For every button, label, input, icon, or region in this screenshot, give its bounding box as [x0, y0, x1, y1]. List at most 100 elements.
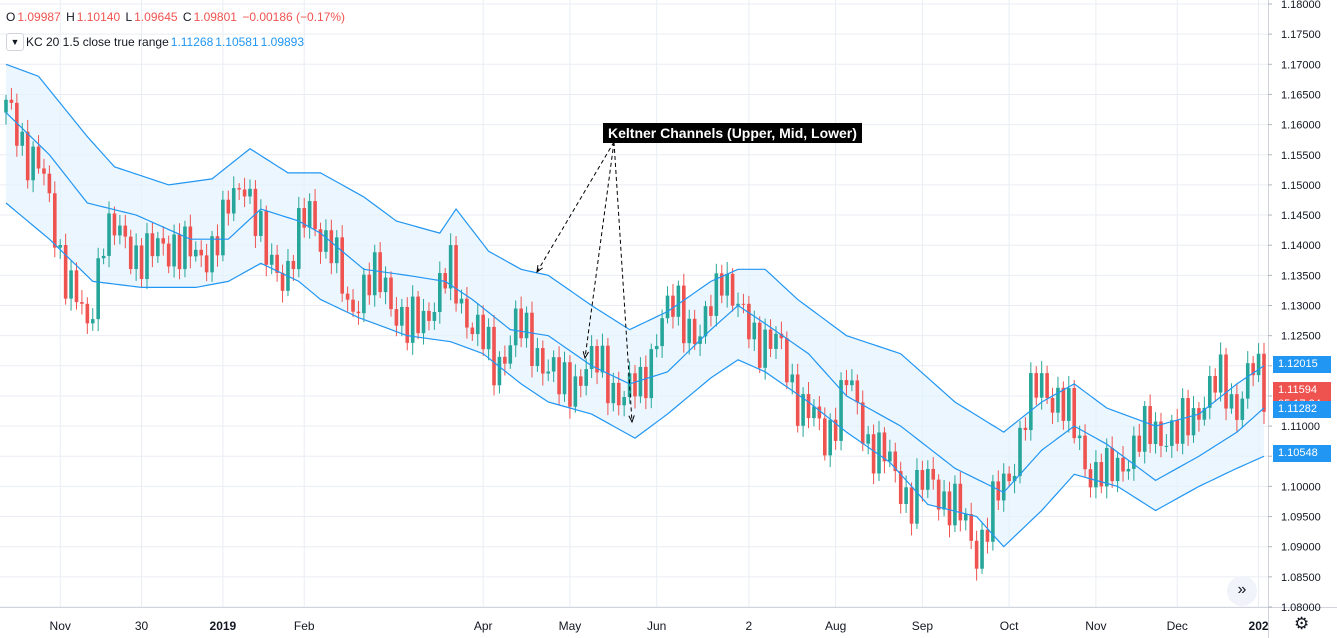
candle-body	[703, 306, 708, 337]
candle	[427, 302, 431, 331]
candle	[128, 229, 133, 275]
candle-body	[1256, 353, 1261, 376]
time-tick-label: May	[559, 619, 582, 633]
candle-body	[969, 514, 973, 541]
candle-body	[237, 188, 241, 190]
candle-body	[1132, 435, 1136, 469]
candle	[926, 460, 930, 498]
price-axis[interactable]: 1.18000 1.17500 1.17000 1.16500 1.16000 1.155…	[1268, 0, 1321, 614]
candle-body	[1142, 406, 1147, 452]
time-axis[interactable]: Nov 30 2019 Feb Apr May Jun 2 Aug Sep Oct Nov Dec 202	[50, 619, 1269, 633]
time-tick-label: Dec	[1167, 619, 1188, 633]
candle-body	[779, 333, 784, 339]
candle-body	[324, 230, 328, 252]
kc-upper-value: 1.11268	[170, 35, 214, 49]
candle-body	[383, 277, 388, 293]
candle-body	[1153, 421, 1158, 445]
indicator-legend: ▼ KC 20 1.5 close true range 1.11268 1.1…	[6, 33, 306, 51]
scroll-right-icon[interactable]: »	[1227, 576, 1257, 606]
candle	[1094, 450, 1098, 499]
candle-body	[860, 402, 865, 444]
candle	[953, 475, 957, 533]
candle-body	[871, 434, 876, 474]
candle-body	[80, 302, 84, 304]
candle-body	[795, 374, 800, 426]
candle	[1180, 388, 1185, 455]
candle	[644, 355, 648, 410]
candle-body	[1164, 445, 1169, 447]
candle-body	[692, 318, 697, 344]
candle-body	[1029, 373, 1033, 431]
candle	[568, 355, 572, 419]
candles	[4, 88, 1266, 581]
candle	[1029, 362, 1033, 441]
candle-body	[812, 406, 816, 419]
price-tick-label: 1.12500	[1281, 331, 1321, 343]
candle-body	[134, 245, 138, 270]
candle	[882, 427, 887, 474]
candle-body	[302, 208, 307, 228]
candle	[101, 248, 106, 265]
candle-body	[470, 327, 475, 335]
keltner-upper-line	[5, 63, 1265, 433]
candle	[25, 119, 30, 189]
close-key: C	[182, 10, 192, 24]
candle-body	[1045, 373, 1049, 399]
candle	[909, 482, 914, 536]
candle-body	[1213, 375, 1217, 393]
annotation-arrow	[584, 141, 615, 359]
candle	[844, 370, 849, 397]
candle	[231, 176, 236, 222]
candle-body	[1159, 421, 1163, 446]
chevron-down-icon[interactable]: ▼	[6, 33, 24, 51]
candle-body	[432, 311, 437, 321]
candle-body	[882, 432, 887, 462]
candle	[589, 335, 594, 379]
candle-body	[942, 491, 946, 510]
low-value: 1.09645	[134, 10, 178, 24]
candle-body	[183, 226, 187, 270]
candle	[822, 407, 827, 461]
candle	[264, 205, 269, 277]
price-tick-label: 1.17000	[1281, 59, 1321, 71]
price-tick-label: 1.14000	[1281, 240, 1321, 252]
candle-body	[394, 309, 399, 326]
candle-body	[90, 319, 95, 324]
candle-body	[909, 487, 914, 524]
candle	[806, 382, 811, 429]
candle-body	[801, 394, 805, 426]
candle-body	[768, 329, 773, 349]
candle	[1034, 366, 1039, 406]
time-tick-label: 2019	[210, 619, 237, 633]
candle-body	[915, 469, 919, 524]
candle-body	[682, 285, 686, 344]
candle	[671, 284, 675, 329]
indicator-name[interactable]: KC 20 1.5 close true range	[26, 35, 169, 49]
candle	[812, 399, 816, 427]
candle-body	[9, 99, 14, 103]
candle-body	[1018, 427, 1022, 476]
candle-body	[687, 318, 692, 344]
candle-body	[524, 312, 529, 339]
candle	[513, 300, 518, 358]
candle	[763, 318, 767, 380]
candle-body	[362, 274, 366, 314]
candle	[931, 457, 936, 490]
candle	[1007, 466, 1011, 488]
candle	[1207, 365, 1212, 420]
candle	[204, 243, 209, 282]
candle-body	[595, 346, 599, 373]
open-value: 1.09987	[17, 10, 61, 24]
candle	[817, 396, 822, 431]
gear-icon[interactable]: ⚙	[1294, 614, 1310, 633]
candle-body	[828, 419, 833, 456]
candle	[356, 300, 361, 325]
candle	[74, 262, 79, 310]
candle	[139, 237, 144, 288]
annotation-arrow	[536, 141, 615, 273]
time-tick-label: Nov	[50, 619, 71, 633]
candle	[351, 289, 355, 317]
candle	[199, 240, 204, 268]
candle-body	[1240, 398, 1245, 420]
